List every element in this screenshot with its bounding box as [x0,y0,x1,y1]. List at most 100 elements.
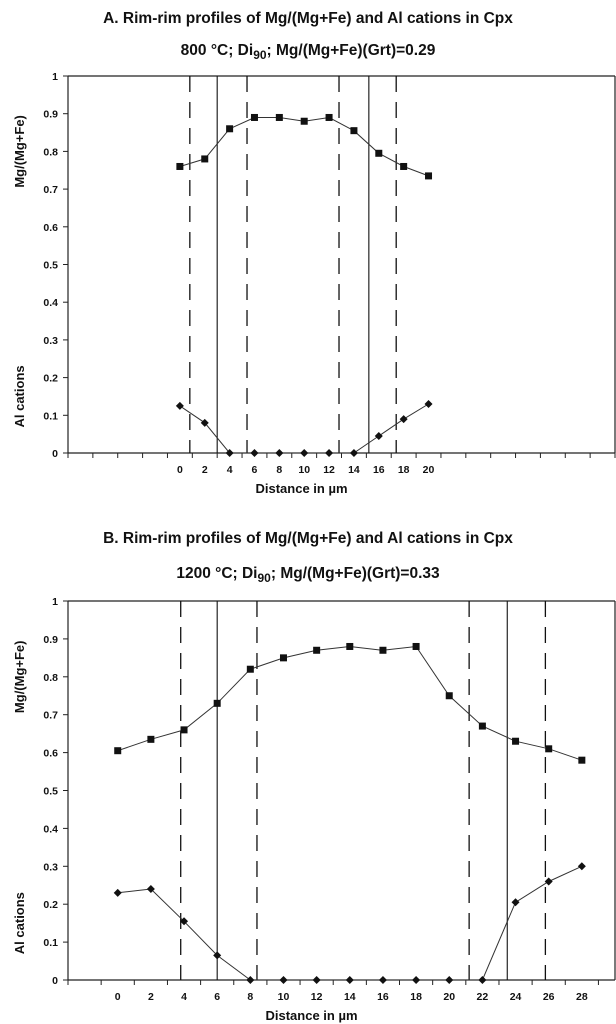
chart-a-point-diamond [399,415,408,424]
chart-b-y-tick-label: 0.6 [43,748,58,760]
chart-a-y-axis-label-bottom: Al cations [12,365,27,427]
chart-a-point-diamond [300,449,309,457]
chart-b-y-axis-label-bottom: Al cations [12,892,27,954]
chart-b-subtitle-pre: 1200 °C; Di [176,565,258,582]
chart-b-point-square [246,665,254,673]
chart-b-series-diamond-line [117,865,583,981]
chart-b-point-square [279,654,287,662]
chart-b-y-tick-label: 0.3 [43,861,58,873]
chart-a-x-tick-label: 14 [348,464,360,476]
chart-a-x-tick-label: 6 [252,464,258,476]
chart-a-point-square [350,127,358,135]
chart-b-subtitle-sub: 90 [257,571,271,586]
chart-b-x-tick-label: 16 [377,991,389,1003]
chart-a-point-diamond [374,432,383,441]
chart-a-point-square [275,113,283,121]
chart-b-y-tick-label: 0.5 [43,786,58,798]
chart-b-point-diamond [312,976,321,984]
chart-b-point-diamond [378,976,387,984]
chart-b-x-axis-label: Distance in µm [265,1008,357,1023]
chart-b-point-diamond [544,877,553,886]
chart-b-x-tick-label: 12 [311,991,323,1003]
chart-b-point-square [545,745,553,753]
chart-a-subtitle-pre: 800 °C; Di [180,42,254,59]
chart-b-x-tick-label: 0 [115,991,121,1003]
chart-a-point-diamond [200,418,209,427]
chart-b-point-square [445,692,453,700]
chart-b-subtitle-post: ; Mg/(Mg+Fe)(Grt)=0.33 [270,565,440,582]
chart-a-title: A. Rim-rim profiles of Mg/(Mg+Fe) and Al… [103,10,513,27]
chart-a-point-diamond [424,399,433,408]
chart-b-point-square [512,737,520,745]
chart-a-y-tick-label: 0.2 [43,373,58,385]
chart-b-x-tick-label: 24 [510,991,522,1003]
chart-b-y-tick-label: 0.1 [43,937,58,949]
chart-a-x-tick-label: 18 [398,464,410,476]
chart-b-y-tick-label: 0.4 [43,823,58,835]
chart-a-x-tick-label: 16 [373,464,385,476]
chart-a: 00.10.20.30.40.50.60.70.80.910 2 4 6 8 10 12 14… [12,71,616,496]
chart-b-point-diamond [345,976,354,984]
chart-a-x-tick-label: 0 [177,464,183,476]
chart-b-point-diamond [279,976,288,984]
chart-b-x-tick-label: 2 [148,991,154,1003]
chart-b-point-diamond [113,888,122,897]
chart-a-point-square [201,155,209,163]
chart-b-y-tick-label: 0.9 [43,634,58,646]
chart-b-x-tick-label: 14 [344,991,356,1003]
chart-a-point-square [300,117,308,125]
chart-a-point-square [375,149,383,157]
chart-b-point-square [147,735,155,743]
chart-a-subtitle-sub: 90 [253,48,267,63]
chart-a-y-tick-label: 0.9 [43,109,58,121]
chart-b-y-tick-label: 0 [52,975,58,987]
chart-a-point-square [400,162,408,170]
chart-a-subtitle: 800 °C; Di90; Mg/(Mg+Fe)(Grt)=0.29 [0,42,616,62]
chart-b-point-square [213,699,221,707]
chart-b-y-axis-label-top: Mg/(Mg+Fe) [12,641,27,714]
chart-b-point-diamond [445,976,454,984]
chart-b-x-tick-label: 22 [477,991,489,1003]
chart-a-x-tick-label: 2 [202,464,208,476]
chart-b: 00.10.20.30.40.50.60.70.80.910 2 4 6 8 10 12 14… [12,596,616,1023]
chart-b-point-square [346,642,354,650]
chart-a-x-tick-label: 10 [298,464,310,476]
chart-b-point-square [313,646,321,654]
chart-a-y-tick-label: 0.5 [43,260,58,272]
chart-b-x-tick-label: 8 [247,991,253,1003]
chart-a-y-tick-label: 0.6 [43,222,58,234]
chart-b-y-tick-label: 1 [52,596,58,608]
chart-a-subtitle-post: ; Mg/(Mg+Fe)(Grt)=0.29 [266,42,436,59]
chart-b-x-tick-label: 4 [181,991,187,1003]
chart-a-point-diamond [325,449,334,457]
chart-b-point-diamond [412,976,421,984]
chart-b-point-square [180,726,188,734]
chart-a-y-tick-label: 0.8 [43,146,58,158]
chart-b-point-diamond [246,976,255,984]
chart-a-y-tick-label: 0.3 [43,335,58,347]
chart-a-point-square [325,113,333,121]
chart-a-point-square [425,172,433,180]
chart-b-x-tick-label: 18 [410,991,422,1003]
chart-b-x-tick-label: 26 [543,991,555,1003]
chart-b-y-tick-label: 0.7 [43,710,58,722]
chart-a-point-diamond [225,449,234,457]
chart-b-point-square [578,756,586,764]
chart-a-y-tick-label: 0.4 [43,297,58,309]
chart-a-point-diamond [349,449,358,457]
chart-a-x-tick-label: 4 [227,464,233,476]
chart-b-point-square [478,722,486,730]
chart-a-y-tick-label: 0.1 [43,410,58,422]
chart-b-title: B. Rim-rim profiles of Mg/(Mg+Fe) and Al… [103,530,513,547]
chart-a-point-diamond [250,449,259,457]
chart-b-point-diamond [478,976,487,984]
chart-a-y-tick-label: 1 [52,71,58,83]
chart-b-x-tick-label: 28 [576,991,588,1003]
chart-b-subtitle: 1200 °C; Di90; Mg/(Mg+Fe)(Grt)=0.33 [0,565,616,585]
chart-b-x-tick-label: 20 [443,991,455,1003]
chart-a-x-tick-label: 8 [276,464,282,476]
chart-b-point-diamond [180,917,189,926]
chart-a-x-tick-label: 12 [323,464,335,476]
chart-b-point-diamond [577,862,586,871]
chart-a-point-square [176,162,184,170]
